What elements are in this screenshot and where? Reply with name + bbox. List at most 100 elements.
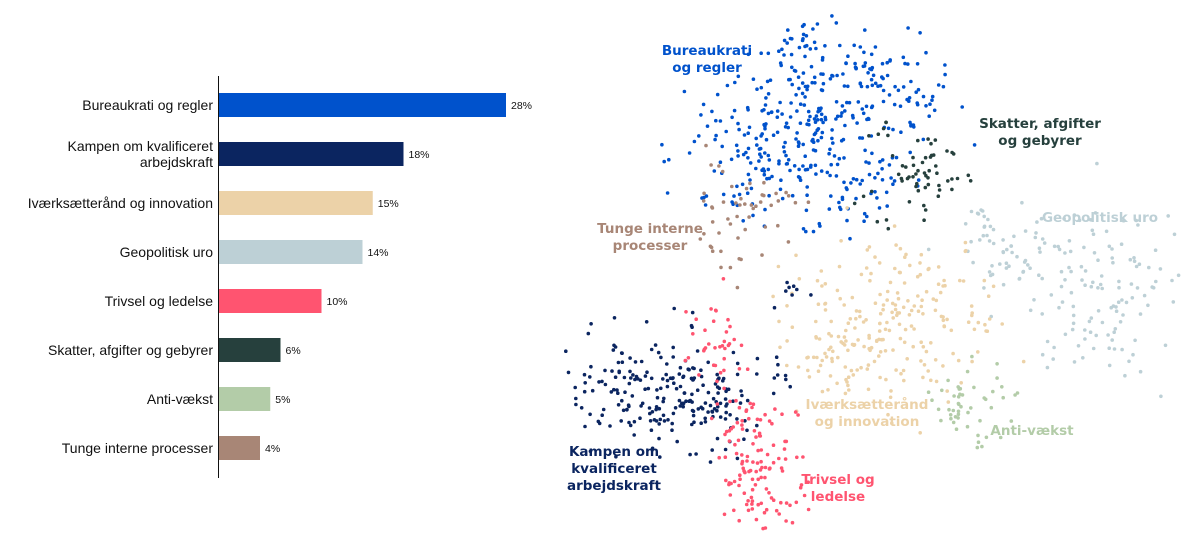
point-kampen-om-kvalificeret-arbejdskraft bbox=[670, 421, 674, 426]
point-bureaukrati-og-regler bbox=[881, 76, 885, 81]
bar-bureaukrati-og-regler bbox=[219, 93, 506, 117]
point-kampen-om-kvalificeret-arbejdskraft bbox=[706, 410, 710, 414]
point-kampen-om-kvalificeret-arbejdskraft bbox=[712, 407, 717, 411]
point-geopolitisk-uro bbox=[971, 260, 975, 265]
point-ivaerksaetterand-og-innovation bbox=[926, 369, 930, 373]
point-ivaerksaetterand-og-innovation bbox=[991, 284, 996, 289]
point-bureaukrati-og-regler bbox=[796, 75, 801, 79]
point-bureaukrati-og-regler bbox=[858, 81, 863, 85]
point-bureaukrati-og-regler bbox=[936, 83, 941, 87]
point-ivaerksaetterand-og-innovation bbox=[963, 240, 968, 245]
point-kampen-om-kvalificeret-arbejdskraft bbox=[582, 389, 587, 394]
point-skatter-afgifter-og-gebyrer bbox=[922, 171, 927, 175]
point-ivaerksaetterand-og-innovation bbox=[814, 335, 818, 339]
point-ivaerksaetterand-og-innovation bbox=[887, 328, 892, 333]
point-bureaukrati-og-regler bbox=[873, 176, 877, 180]
point-ivaerksaetterand-og-innovation bbox=[884, 377, 888, 382]
point-kampen-om-kvalificeret-arbejdskraft bbox=[655, 388, 659, 392]
point-tunge-interne-processer bbox=[728, 222, 733, 226]
point-tunge-interne-processer bbox=[774, 191, 778, 196]
point-geopolitisk-uro bbox=[1096, 309, 1101, 313]
point-trivsel-og-ledelse bbox=[759, 459, 763, 464]
point-kampen-om-kvalificeret-arbejdskraft bbox=[690, 400, 694, 404]
point-geopolitisk-uro bbox=[1040, 352, 1045, 357]
point-geopolitisk-uro bbox=[1099, 274, 1104, 278]
point-kampen-om-kvalificeret-arbejdskraft bbox=[628, 423, 633, 428]
point-kampen-om-kvalificeret-arbejdskraft bbox=[588, 449, 593, 454]
point-bureaukrati-og-regler bbox=[875, 196, 879, 200]
point-kampen-om-kvalificeret-arbejdskraft bbox=[672, 306, 676, 311]
point-ivaerksaetterand-og-innovation bbox=[817, 337, 822, 341]
point-kampen-om-kvalificeret-arbejdskraft bbox=[590, 388, 595, 393]
point-anti-vaekst bbox=[946, 378, 950, 383]
point-ivaerksaetterand-og-innovation bbox=[830, 356, 834, 361]
point-geopolitisk-uro bbox=[1110, 338, 1114, 342]
point-geopolitisk-uro bbox=[978, 238, 982, 242]
point-bureaukrati-og-regler bbox=[797, 86, 801, 91]
point-kampen-om-kvalificeret-arbejdskraft bbox=[699, 421, 703, 426]
point-tunge-interne-processer bbox=[758, 200, 763, 204]
point-tunge-interne-processer bbox=[721, 200, 726, 204]
point-kampen-om-kvalificeret-arbejdskraft bbox=[589, 322, 593, 326]
point-bureaukrati-og-regler bbox=[928, 102, 932, 106]
point-trivsel-og-ledelse bbox=[770, 421, 774, 426]
point-bureaukrati-og-regler bbox=[831, 141, 835, 145]
point-geopolitisk-uro bbox=[1076, 344, 1081, 348]
point-kampen-om-kvalificeret-arbejdskraft bbox=[718, 415, 723, 419]
point-ivaerksaetterand-og-innovation bbox=[893, 307, 898, 312]
point-kampen-om-kvalificeret-arbejdskraft bbox=[690, 392, 694, 397]
point-bureaukrati-og-regler bbox=[885, 204, 889, 208]
point-geopolitisk-uro bbox=[1063, 251, 1067, 255]
point-trivsel-og-ledelse bbox=[735, 420, 740, 425]
point-bureaukrati-og-regler bbox=[766, 153, 771, 158]
point-ivaerksaetterand-og-innovation bbox=[905, 357, 909, 361]
point-geopolitisk-uro bbox=[1120, 347, 1124, 352]
point-bureaukrati-og-regler bbox=[746, 108, 750, 112]
point-kampen-om-kvalificeret-arbejdskraft bbox=[632, 419, 637, 424]
point-bureaukrati-og-regler bbox=[866, 71, 870, 75]
point-trivsel-og-ledelse bbox=[726, 343, 731, 348]
point-skatter-afgifter-og-gebyrer bbox=[929, 141, 933, 146]
point-bureaukrati-og-regler bbox=[854, 196, 858, 201]
point-geopolitisk-uro bbox=[1130, 296, 1135, 300]
point-kampen-om-kvalificeret-arbejdskraft bbox=[616, 360, 621, 365]
point-ivaerksaetterand-og-innovation bbox=[878, 321, 882, 326]
point-bureaukrati-og-regler bbox=[811, 229, 816, 234]
point-anti-vaekst bbox=[949, 416, 953, 421]
point-bureaukrati-og-regler bbox=[908, 120, 912, 125]
point-anti-vaekst bbox=[1001, 395, 1005, 400]
point-bureaukrati-og-regler bbox=[823, 44, 827, 48]
point-kampen-om-kvalificeret-arbejdskraft bbox=[688, 452, 692, 457]
point-trivsel-og-ledelse bbox=[739, 343, 744, 348]
point-geopolitisk-uro bbox=[1028, 308, 1033, 313]
point-bureaukrati-og-regler bbox=[798, 102, 803, 106]
point-geopolitisk-uro bbox=[1083, 337, 1087, 341]
point-ivaerksaetterand-og-innovation bbox=[936, 265, 941, 269]
point-geopolitisk-uro bbox=[1083, 283, 1087, 288]
point-geopolitisk-uro bbox=[1129, 282, 1134, 286]
point-bureaukrati-og-regler bbox=[960, 105, 964, 109]
point-geopolitisk-uro bbox=[1112, 347, 1117, 351]
point-geopolitisk-uro bbox=[1088, 330, 1093, 335]
point-trivsel-og-ledelse bbox=[746, 499, 750, 503]
point-kampen-om-kvalificeret-arbejdskraft bbox=[723, 397, 728, 401]
point-trivsel-og-ledelse bbox=[747, 416, 751, 421]
point-ivaerksaetterand-og-innovation bbox=[865, 367, 870, 371]
point-anti-vaekst bbox=[956, 401, 961, 406]
point-geopolitisk-uro bbox=[1121, 313, 1125, 317]
point-bureaukrati-og-regler bbox=[788, 115, 793, 119]
point-kampen-om-kvalificeret-arbejdskraft bbox=[728, 413, 732, 417]
point-skatter-afgifter-og-gebyrer bbox=[935, 171, 939, 175]
point-kampen-om-kvalificeret-arbejdskraft bbox=[626, 403, 631, 408]
point-ivaerksaetterand-og-innovation bbox=[931, 297, 936, 301]
point-kampen-om-kvalificeret-arbejdskraft bbox=[710, 448, 714, 452]
point-bureaukrati-og-regler bbox=[786, 28, 790, 32]
point-kampen-om-kvalificeret-arbejdskraft bbox=[739, 389, 743, 393]
point-bureaukrati-og-regler bbox=[842, 180, 846, 185]
point-ivaerksaetterand-og-innovation bbox=[866, 363, 871, 367]
point-trivsel-og-ledelse bbox=[733, 442, 737, 447]
point-geopolitisk-uro bbox=[1082, 245, 1086, 250]
point-trivsel-og-ledelse bbox=[777, 456, 781, 461]
point-trivsel-og-ledelse bbox=[788, 503, 792, 508]
point-bureaukrati-og-regler bbox=[805, 167, 810, 172]
